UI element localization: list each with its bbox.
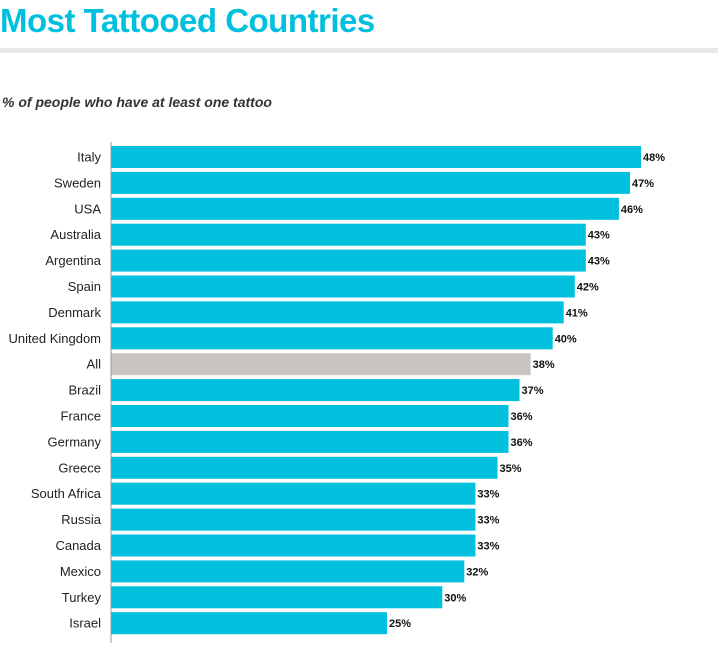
value-label: 41% [566, 307, 588, 319]
value-label: 33% [477, 515, 499, 527]
value-label: 30% [444, 592, 466, 604]
category-label: Italy [77, 150, 101, 165]
bar-france [111, 405, 509, 427]
category-label: Denmark [48, 305, 101, 320]
bar-greece [111, 456, 498, 479]
bar-south-africa [111, 482, 476, 505]
bar-russia [111, 508, 476, 531]
value-label: 43% [588, 256, 610, 268]
bar-mexico [111, 560, 465, 583]
category-label: Sweden [54, 175, 101, 190]
bar-sweden [111, 171, 630, 194]
bar-turkey [111, 586, 443, 609]
category-label: United Kingdom [9, 331, 102, 346]
value-label: 42% [577, 282, 599, 294]
bar-israel [111, 612, 387, 635]
category-label: Russia [61, 512, 102, 527]
bar-italy [111, 146, 641, 168]
value-label: 48% [643, 152, 665, 164]
bar-argentina [111, 249, 586, 272]
bar-spain [111, 275, 575, 298]
category-label: Argentina [45, 253, 101, 268]
value-label: 35% [500, 463, 522, 475]
value-label: 47% [632, 178, 654, 190]
title-divider [0, 48, 718, 53]
category-label: All [87, 357, 102, 372]
bar-canada [111, 534, 476, 557]
value-label: 32% [466, 566, 488, 578]
bars-group: Italy 48% Sweden 47% USA 46% Australia 43% Argen… [9, 146, 665, 635]
bar-united-kingdom [111, 327, 553, 350]
value-label: 33% [477, 489, 499, 501]
category-label: Israel [69, 616, 101, 631]
bar-brazil [111, 379, 520, 402]
value-label: 37% [522, 385, 544, 397]
value-label: 43% [588, 230, 610, 242]
category-label: South Africa [31, 486, 102, 501]
category-label: Germany [48, 434, 102, 449]
category-label: Canada [55, 538, 101, 553]
category-label: USA [74, 201, 101, 216]
bar-australia [111, 223, 586, 246]
value-label: 40% [555, 333, 577, 345]
bar-usa [111, 197, 619, 220]
bar-denmark [111, 301, 564, 324]
category-label: Turkey [62, 590, 102, 605]
page-title: Most Tattooed Countries [0, 2, 375, 39]
category-label: Greece [58, 460, 101, 475]
value-label: 33% [477, 541, 499, 553]
category-label: Mexico [60, 564, 101, 579]
value-label: 36% [511, 437, 533, 449]
category-label: Australia [50, 227, 101, 242]
value-label: 38% [533, 359, 555, 371]
bar-all [111, 353, 531, 376]
bar-germany [111, 430, 509, 453]
value-label: 46% [621, 204, 643, 216]
value-label: 36% [511, 411, 533, 423]
category-label: France [61, 409, 101, 424]
category-label: Spain [68, 279, 101, 294]
value-label: 25% [389, 618, 411, 630]
category-label: Brazil [68, 383, 101, 398]
chart-subtitle: % of people who have at least one tattoo [2, 94, 272, 110]
